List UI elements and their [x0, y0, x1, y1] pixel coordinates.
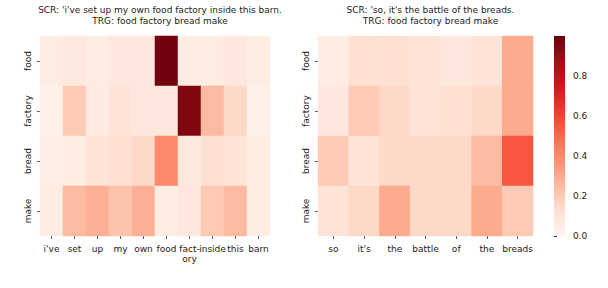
svg-text:0.4: 0.4	[573, 151, 588, 161]
svg-text:this: this	[227, 244, 244, 254]
svg-text:up: up	[92, 244, 104, 254]
svg-text:make: make	[301, 198, 311, 223]
svg-text:my: my	[113, 244, 128, 254]
svg-text:battle: battle	[412, 244, 439, 254]
svg-text:own: own	[134, 244, 153, 254]
svg-text:0.8: 0.8	[573, 71, 588, 81]
svg-text:SCR: 'i've set up my own food: SCR: 'i've set up my own food factory in…	[38, 5, 282, 15]
svg-text:i've: i've	[44, 244, 60, 254]
svg-text:so: so	[328, 244, 339, 254]
svg-text:ory: ory	[182, 254, 197, 264]
svg-text:of: of	[452, 244, 462, 254]
svg-text:0.6: 0.6	[573, 111, 588, 121]
svg-text:food: food	[157, 244, 177, 254]
svg-text:TRG: food factory bread make: TRG: food factory bread make	[362, 16, 499, 26]
svg-text:bread: bread	[23, 148, 33, 174]
svg-text:food: food	[23, 51, 33, 71]
svg-text:food: food	[301, 51, 311, 71]
svg-text:0.0: 0.0	[573, 231, 588, 241]
svg-text:0.2: 0.2	[573, 191, 587, 201]
svg-text:breads: breads	[502, 244, 533, 254]
svg-text:factory: factory	[301, 94, 311, 126]
svg-text:make: make	[23, 198, 33, 223]
svg-text:factory: factory	[23, 94, 33, 126]
svg-text:barn: barn	[248, 244, 268, 254]
svg-text:the: the	[480, 244, 495, 254]
svg-text:SCR: 'so, it's the battle of t: SCR: 'so, it's the battle of the breads.	[347, 5, 515, 15]
svg-text:bread: bread	[301, 148, 311, 174]
svg-text:it's: it's	[357, 244, 371, 254]
svg-text:the: the	[387, 244, 402, 254]
svg-text:TRG: food factory bread make: TRG: food factory bread make	[91, 16, 228, 26]
svg-text:inside: inside	[199, 244, 226, 254]
svg-text:set: set	[68, 244, 82, 254]
svg-text:fact-: fact-	[179, 244, 199, 254]
